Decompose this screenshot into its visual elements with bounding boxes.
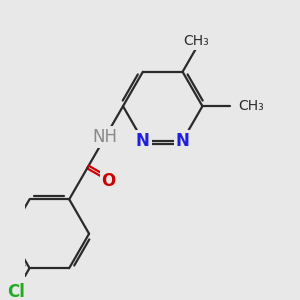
Text: CH₃: CH₃ bbox=[184, 34, 209, 48]
Text: N: N bbox=[176, 132, 190, 150]
Text: Cl: Cl bbox=[7, 283, 25, 300]
Text: O: O bbox=[101, 172, 116, 190]
Text: CH₃: CH₃ bbox=[238, 99, 264, 113]
Text: N: N bbox=[136, 132, 150, 150]
Text: NH: NH bbox=[93, 128, 118, 146]
